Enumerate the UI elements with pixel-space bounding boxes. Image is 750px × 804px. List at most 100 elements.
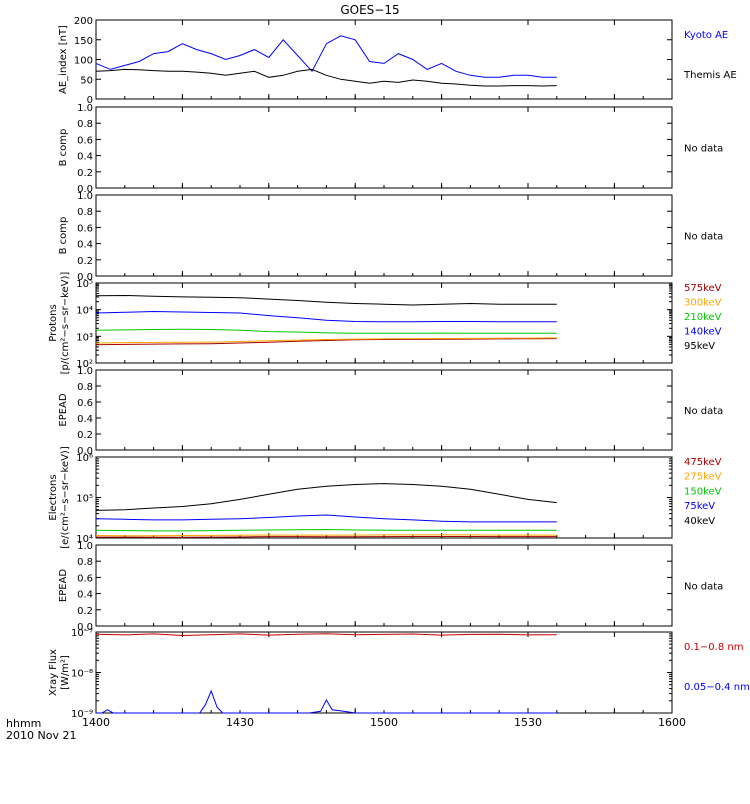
no-data-note: No data (684, 232, 723, 243)
legend-entry: 300keV (684, 298, 722, 309)
y-tick-label: 0.0 (77, 622, 93, 633)
y-tick-label: 0.2 (77, 606, 93, 617)
legend-entry: 0.1−0.8 nm (684, 642, 743, 653)
panel-8: 10⁻⁹ 10⁻⁸ 10⁻⁷ Xray Flux [W/m²] 0.1−0.8 nm 0.0… (48, 628, 750, 720)
series-line (95, 534, 557, 537)
legend-entry: Themis AE (683, 70, 737, 81)
y-tick-label: 0.6 (77, 135, 93, 146)
y-tick-label: 10⁵ (76, 494, 93, 505)
y-axis-label: Protons (48, 304, 59, 341)
y-tick-label: 10² (76, 359, 93, 370)
x-tick-label: 1600 (658, 716, 686, 729)
legend-entry: 575keV (684, 283, 722, 294)
y-tick-label: 0 (87, 95, 93, 106)
y-tick-label: 0.2 (77, 256, 93, 267)
series-line (95, 338, 557, 346)
panel-frame (95, 631, 673, 714)
panel-5: 0.0 0.2 0.4 0.6 0.8 1.0 EPEAD No data (58, 366, 723, 457)
series-line (95, 68, 557, 87)
y-axis-label: Electrons (48, 474, 59, 520)
panel-frame (95, 106, 673, 189)
y-tick-label: 10⁴ (76, 306, 93, 317)
y-axis-label: EPEAD (58, 393, 69, 427)
y-tick-label: 10⁶ (76, 453, 93, 464)
legend-entry: 75keV (684, 501, 715, 512)
y-tick-label: 150 (74, 36, 93, 47)
y-tick-label: 0.8 (77, 382, 93, 393)
series-line (96, 689, 557, 714)
y-tick-label: 1.0 (77, 541, 93, 552)
y-tick-label: 0.8 (77, 557, 93, 568)
y-tick-label: 0.0 (77, 184, 93, 195)
y-tick-label: 10⁻⁷ (71, 628, 93, 639)
legend-entry: 210keV (684, 312, 722, 323)
y-tick-label: 200 (74, 16, 93, 27)
series-line (95, 35, 557, 78)
x-tick-label: 1400 (82, 716, 110, 729)
series-line (95, 310, 557, 323)
series-line (95, 528, 557, 532)
y-axis-label: B comp (58, 217, 69, 255)
y-tick-label: 0.6 (77, 573, 93, 584)
series-line (95, 633, 557, 637)
y-tick-label: 0.2 (77, 430, 93, 441)
y-tick-label: 1.0 (77, 103, 93, 114)
y-axis-label: [W/m²] (60, 655, 71, 690)
y-tick-label: 0.0 (77, 446, 93, 457)
y-axis-label: B comp (58, 129, 69, 167)
y-tick-label: 0.8 (77, 207, 93, 218)
legend-entry: 40keV (684, 516, 715, 527)
panel-frame (95, 544, 673, 627)
legend-entry: 275keV (684, 472, 722, 483)
no-data-note: No data (684, 406, 723, 417)
legend-entry: 0.05−0.4 nm (684, 682, 750, 693)
y-tick-label: 0.6 (77, 223, 93, 234)
time-axis-label: hhmm (6, 717, 41, 730)
date-label: 2010 Nov 21 (6, 729, 76, 742)
y-tick-label: 50 (80, 75, 93, 86)
y-tick-label: 0.4 (77, 240, 93, 251)
x-tick-label: 1500 (370, 716, 398, 729)
x-tick-label: 1430 (226, 716, 254, 729)
y-tick-label: 10⁻⁹ (71, 709, 93, 720)
panel-7: 0.0 0.2 0.4 0.6 0.8 1.0 EPEAD No data (58, 541, 723, 633)
y-tick-label: 10⁴ (76, 534, 93, 545)
y-axis-label: Xray Flux (48, 649, 59, 696)
figure-title: GOES−15 (340, 3, 399, 17)
y-tick-label: 10⁵ (76, 279, 93, 290)
y-tick-label: 1.0 (77, 366, 93, 377)
series-line (95, 294, 557, 306)
panel-2: 0.0 0.2 0.4 0.6 0.8 1.0 B comp No data (58, 103, 723, 195)
y-tick-label: 0.0 (77, 272, 93, 283)
panel-frame (95, 194, 673, 277)
legend-entry: 475keV (684, 457, 722, 468)
x-tick-label: 1530 (514, 716, 542, 729)
legend-entry: Kyoto AE (684, 30, 728, 41)
y-tick-label: 0.2 (77, 168, 93, 179)
y-tick-label: 0.4 (77, 590, 93, 601)
series-line (95, 337, 557, 344)
y-tick-label: 10⁻⁸ (71, 669, 93, 680)
no-data-note: No data (684, 144, 723, 155)
panel-3: 0.0 0.2 0.4 0.6 0.8 1.0 B comp No data (58, 191, 723, 283)
series-line (96, 536, 557, 538)
panel-frame (95, 456, 673, 539)
y-tick-label: 0.4 (77, 414, 93, 425)
y-axis-label: [p/(cm²−s−sr−keV)] (60, 272, 71, 375)
y-axis-label: AE_index [nT] (58, 25, 69, 94)
series-line (95, 328, 557, 334)
panel-frame (95, 19, 673, 100)
legend-entry: 95keV (684, 341, 715, 352)
panel-frame (95, 282, 673, 364)
y-tick-label: 1.0 (77, 191, 93, 202)
panel-6: 10⁴ 10⁵ 10⁶ Electrons [e/(cm²−s−sr−keV)] 475k… (48, 446, 722, 549)
panel-frame (95, 369, 673, 451)
y-tick-label: 100 (74, 56, 93, 67)
legend-entry: 140keV (684, 327, 722, 338)
series-line (95, 514, 557, 523)
y-tick-label: 0.4 (77, 152, 93, 163)
y-axis-label: [e/(cm²−s−sr−keV)] (60, 446, 71, 549)
series-line (95, 483, 557, 511)
